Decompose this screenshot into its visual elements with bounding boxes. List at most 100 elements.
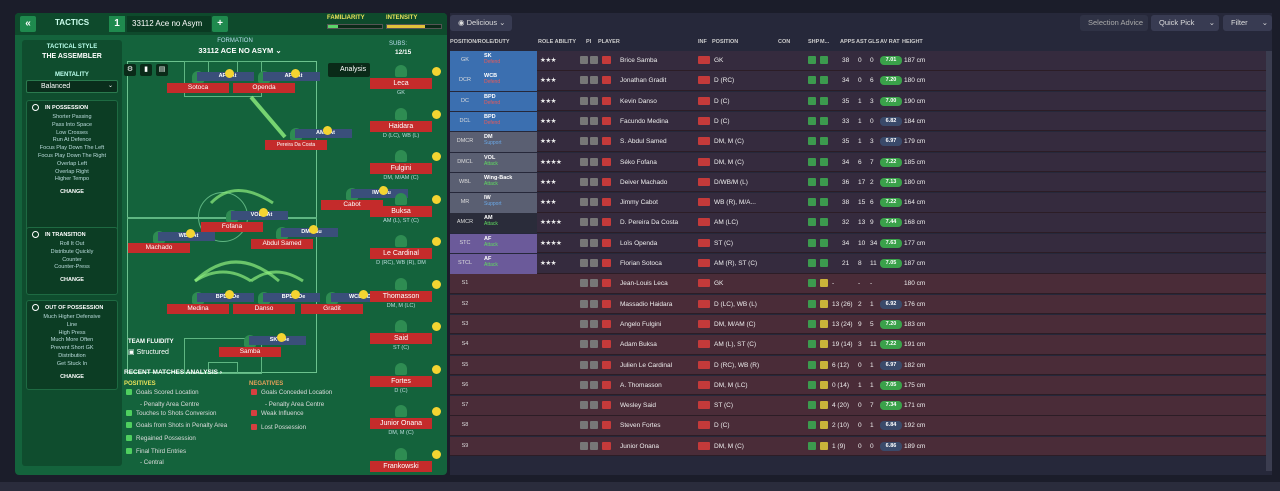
player-instructions-icon[interactable] (590, 56, 598, 64)
player-instructions-icon[interactable] (580, 96, 588, 105)
player-name[interactable]: Adam Buksa (620, 341, 657, 349)
quick-pick-button[interactable]: Quick Pick ⌄ (1151, 15, 1219, 31)
player-instructions-icon[interactable] (580, 56, 588, 64)
role-duty[interactable]: BPD Defend (480, 91, 537, 112)
column-header[interactable]: ROLE ABILITY (538, 39, 576, 45)
column-header[interactable]: APPS (840, 39, 855, 45)
player-instructions-icon[interactable] (580, 421, 588, 430)
player-name[interactable]: A. Thomasson (620, 381, 662, 389)
role-duty[interactable]: Wing-Back Attack (480, 172, 537, 193)
player-name[interactable]: Massadio Haidara (620, 300, 673, 308)
player-instructions-icon[interactable] (590, 340, 598, 349)
player-instructions-icon[interactable] (580, 441, 588, 450)
table-row[interactable]: DMCR DM Support ★★★ S. Abdul Samed DM, M (C) 3… (450, 132, 1266, 152)
player-instructions-icon[interactable] (580, 279, 588, 288)
table-row[interactable]: GK SK Defend ★★★ Brice Samba GK 38 0 0 7.01 187 cm (450, 51, 1266, 71)
table-row[interactable]: S1 Jean-Louis Leca GK - - - 180 cm (450, 274, 1266, 294)
player-instructions-icon[interactable] (580, 238, 588, 247)
player-instructions-icon[interactable] (590, 380, 598, 389)
player-instructions-icon[interactable] (590, 279, 598, 288)
player-name[interactable]: Jean-Louis Leca (620, 280, 668, 288)
player-instructions-icon[interactable] (580, 340, 588, 349)
player-instructions-icon[interactable] (580, 157, 588, 166)
player-instructions-icon[interactable] (580, 177, 588, 186)
table-row[interactable]: S9 Junior Onana DM, M (C) 1 (9) 0 0 6.86 189 cm (450, 436, 1266, 457)
recent-matches-analysis-link[interactable]: RECENT MATCHES ANALYSIS › (124, 369, 223, 376)
column-header[interactable]: M... (820, 39, 830, 45)
sub-player[interactable]: Said ST (C) (370, 320, 432, 351)
column-header[interactable]: CON (778, 39, 791, 45)
player-instructions-icon[interactable] (590, 96, 598, 105)
table-row[interactable]: AMCR AM Attack ★★★★ D. Pereira Da Costa AM (L… (450, 213, 1266, 233)
player-name[interactable]: Wesley Said (620, 402, 657, 410)
clipboard-icon[interactable]: ▤ (156, 64, 168, 76)
in-possession-change-button[interactable]: CHANGE (60, 189, 84, 196)
player-instructions-icon[interactable] (580, 218, 588, 227)
player-name[interactable]: D. Pereira Da Costa (620, 219, 679, 227)
player-instructions-icon[interactable] (580, 380, 588, 389)
sub-player[interactable]: Junior Onana DM, M (C) (370, 405, 432, 436)
table-row[interactable]: DC BPD Defend ★★★ Kevin Danso D (C) 35 1 3 7.00 19… (450, 91, 1266, 112)
role-duty[interactable]: DM Support (480, 132, 537, 152)
table-row[interactable]: DCR WCB Defend ★★★ Jonathan Gradit D (RC) 34 0 6… (450, 71, 1266, 91)
table-row[interactable]: MR IW Support ★★★ Jimmy Cabot WB (R), M/A... 3… (450, 193, 1266, 213)
table-row[interactable]: WBL Wing-Back Attack ★★★ Deiver Machado D/WB/… (450, 172, 1266, 193)
player-instructions-icon[interactable] (580, 259, 588, 267)
column-header[interactable]: POSITION (712, 39, 739, 45)
player-instructions-icon[interactable] (580, 137, 588, 146)
analysis-button[interactable]: Analysis (328, 63, 370, 77)
sub-player[interactable]: Le Cardinal D (RC), WB (R), DM (370, 235, 432, 266)
formation-name[interactable]: 33112 ACE NO ASYM ⌄ (198, 46, 282, 55)
back-button[interactable]: « (20, 16, 36, 32)
tactic-select[interactable]: 33112 Ace no Asym (127, 16, 211, 32)
role-duty[interactable]: IW Support (480, 193, 537, 213)
role-duty[interactable]: SK Defend (480, 51, 537, 71)
tactical-style-select[interactable]: THE ASSEMBLER (42, 53, 102, 60)
player-instructions-icon[interactable] (590, 76, 598, 85)
player-name[interactable]: Séko Fofana (620, 158, 657, 166)
player-name[interactable]: S. Abdul Samed (620, 138, 667, 146)
player-instructions-icon[interactable] (580, 319, 588, 328)
player-instructions-icon[interactable] (590, 198, 598, 207)
player-instructions-icon[interactable] (590, 238, 598, 247)
in-transition-change-button[interactable]: CHANGE (60, 277, 84, 284)
view-select[interactable]: ◉ Delicious ⌄ (450, 15, 512, 31)
column-header[interactable]: SHP (808, 39, 820, 45)
table-row[interactable]: S5 Julien Le Cardinal D (RC), WB (R) 6 (12)… (450, 355, 1266, 375)
player-name[interactable]: Jimmy Cabot (620, 199, 658, 207)
sub-player[interactable]: Buksa AM (L), ST (C) (370, 192, 432, 224)
player-instructions-icon[interactable] (590, 137, 598, 146)
role-duty[interactable]: AF Attack (480, 233, 537, 254)
table-row[interactable]: S6 A. Thomasson DM, M (LC) 0 (14) 1 1 7.05 175 … (450, 375, 1266, 396)
table-row[interactable]: STCL AF Attack ★★★ Florian Sotoca AM (R), ST … (450, 254, 1266, 274)
player-instructions-icon[interactable] (580, 116, 588, 125)
table-row[interactable]: S7 Wesley Said ST (C) 4 (20) 0 7 7.34 171 cm (450, 396, 1266, 416)
column-header[interactable]: AV RAT (880, 39, 900, 45)
instructions-icon[interactable]: ⚙ (124, 64, 136, 76)
role-duty[interactable]: BPD Defend (480, 111, 537, 132)
player-instructions-icon[interactable] (580, 76, 588, 85)
bar-chart-icon[interactable]: ▮ (140, 64, 152, 76)
player-instructions-icon[interactable] (590, 401, 598, 410)
player-instructions-icon[interactable] (590, 177, 598, 186)
player-instructions-icon[interactable] (580, 198, 588, 207)
player-instructions-icon[interactable] (590, 116, 598, 125)
player-instructions-icon[interactable] (590, 157, 598, 166)
pitch-player[interactable]: WCB - DeGradit (301, 292, 388, 314)
player-name[interactable]: Junior Onana (620, 442, 660, 450)
filter-button[interactable]: Filter ⌄ (1223, 15, 1272, 31)
column-header[interactable]: PI (586, 39, 592, 45)
table-row[interactable]: S8 Steven Fortes D (C) 2 (10) 0 1 6.84 192 cm (450, 416, 1266, 436)
sub-player[interactable]: Fulgini DM, M/AM (C) (370, 150, 432, 181)
column-header[interactable]: HEIGHT (902, 39, 923, 45)
table-row[interactable]: S2 Massadio Haidara D (LC), WB (L) 13 (26) 2… (450, 294, 1266, 315)
role-duty[interactable]: AF Attack (480, 254, 537, 274)
add-tactic-button[interactable]: + (212, 16, 228, 32)
sub-player[interactable]: Fortes D (C) (370, 362, 432, 394)
